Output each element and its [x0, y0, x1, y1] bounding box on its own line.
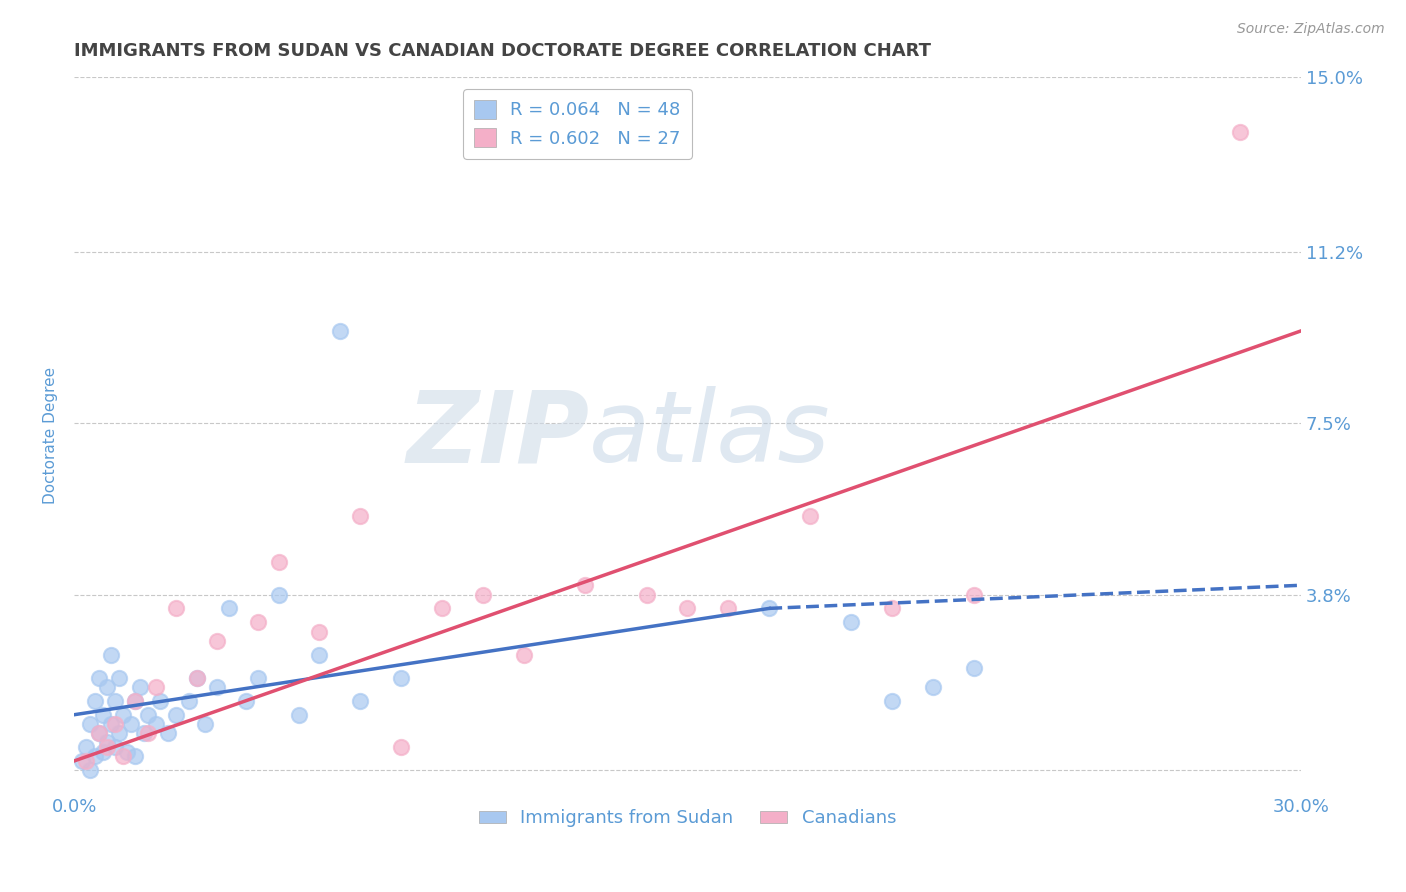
Point — [112, 749, 135, 764]
Point — [96, 680, 118, 694]
Point — [288, 707, 311, 722]
Point — [799, 508, 821, 523]
Point — [136, 726, 159, 740]
Point — [717, 601, 740, 615]
Point — [165, 707, 187, 722]
Point — [108, 671, 131, 685]
Point — [177, 694, 200, 708]
Point — [513, 648, 536, 662]
Point — [87, 726, 110, 740]
Point — [218, 601, 240, 615]
Point — [186, 671, 208, 685]
Legend: Immigrants from Sudan, Canadians: Immigrants from Sudan, Canadians — [471, 802, 904, 835]
Point — [963, 587, 986, 601]
Point — [839, 615, 862, 630]
Point — [880, 694, 903, 708]
Point — [79, 717, 101, 731]
Point — [1229, 125, 1251, 139]
Point — [145, 717, 167, 731]
Point — [389, 740, 412, 755]
Point — [349, 508, 371, 523]
Point — [247, 615, 270, 630]
Text: ZIP: ZIP — [406, 386, 589, 483]
Point — [96, 740, 118, 755]
Y-axis label: Doctorate Degree: Doctorate Degree — [44, 367, 58, 503]
Point — [128, 680, 150, 694]
Point — [186, 671, 208, 685]
Point — [124, 749, 146, 764]
Point — [921, 680, 943, 694]
Point — [91, 745, 114, 759]
Point — [91, 707, 114, 722]
Point — [87, 671, 110, 685]
Point — [758, 601, 780, 615]
Point — [472, 587, 495, 601]
Point — [75, 740, 97, 755]
Point — [100, 717, 122, 731]
Point — [574, 578, 596, 592]
Point — [104, 740, 127, 755]
Point — [75, 754, 97, 768]
Point — [104, 717, 127, 731]
Point — [205, 680, 228, 694]
Point — [267, 587, 290, 601]
Point — [205, 633, 228, 648]
Point — [72, 754, 94, 768]
Point — [194, 717, 217, 731]
Point — [108, 726, 131, 740]
Point — [79, 763, 101, 777]
Point — [149, 694, 172, 708]
Point — [235, 694, 257, 708]
Point — [636, 587, 658, 601]
Point — [349, 694, 371, 708]
Point — [136, 707, 159, 722]
Point — [104, 694, 127, 708]
Point — [124, 694, 146, 708]
Text: Source: ZipAtlas.com: Source: ZipAtlas.com — [1237, 22, 1385, 37]
Point — [124, 694, 146, 708]
Text: IMMIGRANTS FROM SUDAN VS CANADIAN DOCTORATE DEGREE CORRELATION CHART: IMMIGRANTS FROM SUDAN VS CANADIAN DOCTOR… — [75, 42, 931, 60]
Point — [963, 661, 986, 675]
Point — [87, 726, 110, 740]
Point — [308, 624, 330, 639]
Point — [247, 671, 270, 685]
Text: atlas: atlas — [589, 386, 831, 483]
Point — [96, 735, 118, 749]
Point — [308, 648, 330, 662]
Point — [112, 707, 135, 722]
Point — [100, 648, 122, 662]
Point — [389, 671, 412, 685]
Point — [676, 601, 699, 615]
Point — [83, 749, 105, 764]
Point — [430, 601, 453, 615]
Point — [132, 726, 155, 740]
Point — [880, 601, 903, 615]
Point — [329, 324, 352, 338]
Point — [165, 601, 187, 615]
Point — [117, 745, 139, 759]
Point — [120, 717, 142, 731]
Point — [157, 726, 180, 740]
Point — [145, 680, 167, 694]
Point — [267, 555, 290, 569]
Point — [83, 694, 105, 708]
